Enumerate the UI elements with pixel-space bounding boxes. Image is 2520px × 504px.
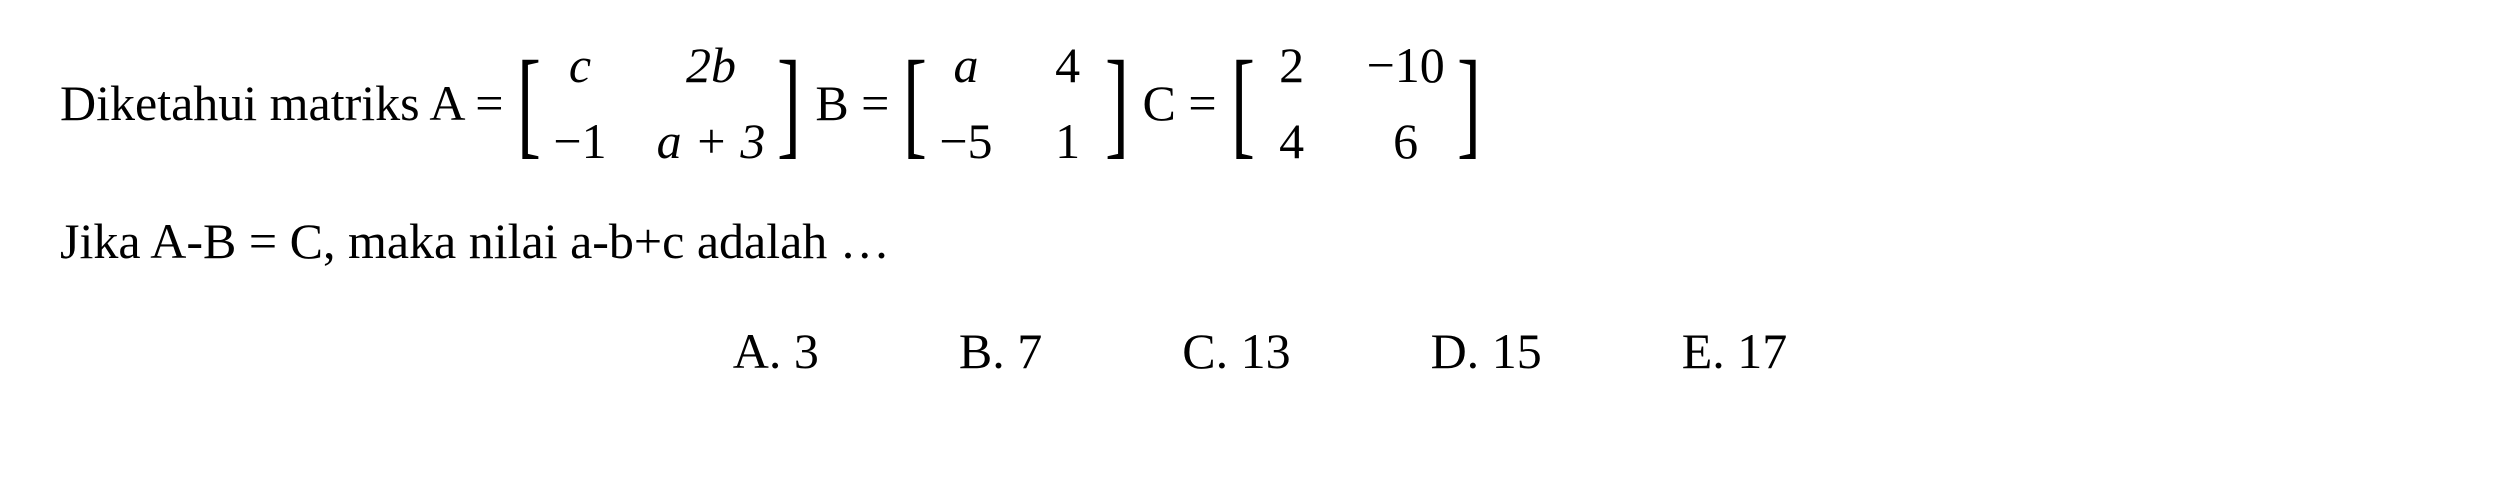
right-bracket-icon: ]: [1105, 49, 1129, 157]
option-B-value: 7: [1017, 323, 1042, 379]
prefix-text: Diketahui matriks A =: [60, 68, 503, 138]
left-bracket-icon: [: [517, 49, 541, 157]
right-bracket-icon: ]: [777, 49, 801, 157]
option-E-value: 17: [1737, 323, 1787, 379]
left-bracket-icon: [: [903, 49, 927, 157]
option-C-label: C.: [1182, 316, 1228, 386]
matrix-C-r1c2: −10: [1367, 30, 1445, 100]
option-E: E. 17: [1682, 316, 1788, 386]
matrix-B-cells: a 4 −5 1: [935, 30, 1096, 176]
right-bracket-icon: ]: [1457, 49, 1481, 157]
option-D-value: 15: [1492, 323, 1542, 379]
matrix-A-r2c2: a + 3: [657, 106, 766, 176]
matrix-A-r1c1: c: [553, 30, 606, 100]
matrix-C: [ 2 −10 4 6 ]: [1223, 30, 1489, 176]
option-B-label: B.: [959, 316, 1005, 386]
matrix-B-r1c2: 4: [1043, 30, 1093, 100]
option-A-value: 3: [794, 323, 819, 379]
option-E-label: E.: [1682, 316, 1725, 386]
left-bracket-icon: [: [1231, 49, 1255, 157]
matrix-A-r2c1: −1: [553, 106, 606, 176]
matrix-A-r1c2: 2b: [657, 30, 766, 100]
matrix-C-cells: 2 −10 4 6: [1263, 30, 1449, 176]
matrix-B-r1c1: a: [939, 30, 992, 100]
question-line-1: Diketahui matriks A = [ c 2b −1 a + 3 ] …: [60, 30, 2460, 176]
matrix-C-r2c2: 6: [1367, 106, 1445, 176]
matrix-A: [ c 2b −1 a + 3 ]: [509, 30, 809, 176]
option-A: A. 3: [733, 316, 819, 386]
matrix-B-r2c2: 1: [1043, 106, 1093, 176]
option-B: B. 7: [959, 316, 1042, 386]
option-D-label: D.: [1431, 316, 1480, 386]
option-A-label: A.: [733, 316, 782, 386]
option-C: C. 13: [1182, 316, 1290, 386]
option-C-value: 13: [1241, 323, 1291, 379]
between-BC: C =: [1143, 68, 1217, 138]
question-line-2: Jika A-B = C, maka nilai a-b+c adalah …: [60, 206, 2460, 276]
matrix-C-r2c1: 4: [1267, 106, 1317, 176]
matrix-A-cells: c 2b −1 a + 3: [549, 30, 769, 176]
condition-text: Jika A-B = C, maka nilai a-b+c adalah …: [60, 213, 890, 269]
matrix-B: [ a 4 −5 1 ]: [895, 30, 1136, 176]
option-D: D. 15: [1431, 316, 1542, 386]
between-AB: B =: [815, 68, 889, 138]
matrix-C-r1c1: 2: [1267, 30, 1317, 100]
matrix-B-r2c1: −5: [939, 106, 992, 176]
options-row: A. 3 B. 7 C. 13 D. 15 E. 17: [60, 316, 2460, 386]
